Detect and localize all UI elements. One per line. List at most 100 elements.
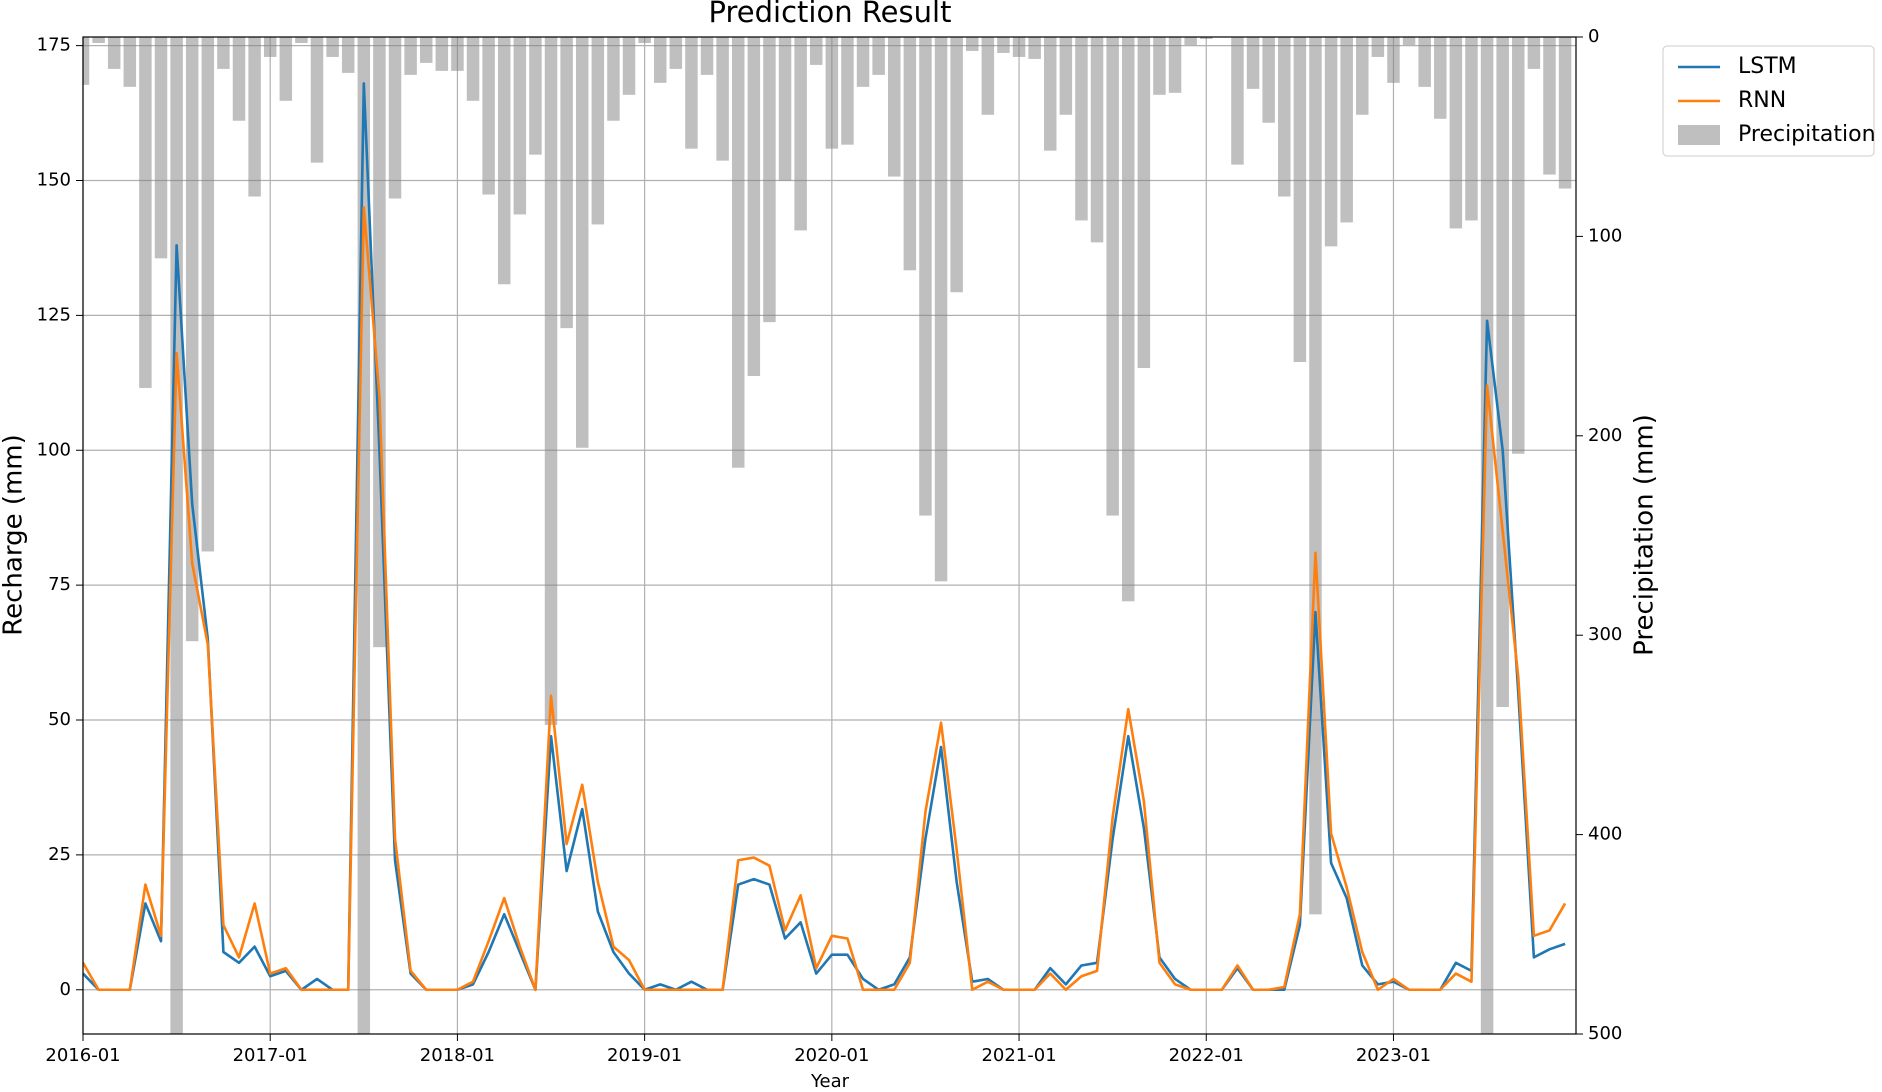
precipitation-bar — [482, 37, 495, 195]
precipitation-bar — [622, 37, 636, 95]
bars — [83, 37, 1572, 1034]
precipitation-bar — [669, 37, 683, 69]
precipitation-bar — [653, 37, 667, 83]
precipitation-bar — [513, 37, 527, 215]
y-tick-label: 25 — [48, 844, 71, 865]
precipitation-bar — [747, 37, 761, 376]
precipitation-bar — [326, 37, 339, 57]
precipitation-bar — [763, 37, 776, 323]
x-axis-label: Year — [810, 1071, 850, 1092]
precipitation-bar — [1044, 37, 1057, 151]
legend-label: LSTM — [1738, 54, 1797, 79]
precipitation-bar — [716, 37, 729, 161]
series-line — [83, 82, 1566, 992]
x-tick-label: 2020-01 — [794, 1045, 869, 1066]
precipitation-bar — [872, 37, 885, 75]
legend-swatch — [1678, 125, 1720, 145]
precipitation-bar — [295, 37, 308, 43]
precipitation-bar — [1512, 37, 1525, 454]
precipitation-bar — [154, 37, 168, 259]
precipitation-bar — [1293, 37, 1307, 363]
precipitation-bar — [217, 37, 230, 69]
precipitation-bar — [607, 37, 620, 121]
y2-tick-label: 100 — [1588, 225, 1622, 246]
legend-label: RNN — [1738, 88, 1786, 113]
precipitation-bar — [1324, 37, 1338, 247]
precipitation-bar — [310, 37, 324, 163]
y-tick-label: 100 — [37, 439, 71, 460]
axes: 2016-01 2017-01 2018-01 2019-01 2020-01 2021-… — [37, 26, 1623, 1066]
precipitation-bar — [1356, 37, 1369, 115]
precipitation-bar — [1184, 37, 1197, 45]
y-tick-label: 125 — [37, 304, 71, 325]
precipitation-bar — [419, 37, 433, 63]
precipitation-bar — [1527, 37, 1541, 69]
precipitation-bar — [638, 37, 651, 43]
precipitation-bar — [1012, 37, 1026, 57]
x-tick-label: 2019-01 — [607, 1045, 682, 1066]
precipitation-bar — [1418, 37, 1431, 87]
precipitation-bar — [825, 37, 839, 149]
x-tick-label: 2018-01 — [420, 1045, 495, 1066]
x-tick-label: 2017-01 — [233, 1045, 308, 1066]
precipitation-bar — [544, 37, 558, 725]
precipitation-bar — [1543, 37, 1556, 175]
precipitation-bar — [435, 37, 449, 71]
precipitation-bar — [1137, 37, 1151, 369]
precipitation-bar — [201, 37, 215, 552]
precipitation-bar — [1246, 37, 1260, 89]
precipitation-bar — [700, 37, 714, 75]
precipitation-bar — [1465, 37, 1478, 221]
precipitation-bar — [1402, 37, 1416, 45]
precipitation-bar — [919, 37, 932, 516]
precipitation-bar — [731, 37, 745, 468]
precipitation-bar — [1480, 37, 1494, 1034]
precipitation-bar — [1168, 37, 1182, 93]
precipitation-bar — [966, 37, 979, 51]
precipitation-bar — [1122, 37, 1135, 602]
precipitation-bar — [794, 37, 807, 231]
y2-tick-label: 300 — [1588, 624, 1622, 645]
precipitation-bar — [1496, 37, 1509, 707]
precipitation-bar — [341, 37, 355, 73]
precipitation-bar — [1106, 37, 1119, 516]
precipitation-bar — [1449, 37, 1463, 229]
precipitation-bar — [1028, 37, 1041, 59]
precipitation-bar — [451, 37, 464, 71]
precipitation-bar — [232, 37, 246, 121]
precipitation-bar — [903, 37, 917, 271]
precipitation-bar — [1558, 37, 1572, 189]
precipitation-bar — [1200, 37, 1213, 39]
precipitation-bar — [279, 37, 293, 101]
y-tick-label: 150 — [37, 170, 71, 191]
precipitation-bar — [591, 37, 605, 225]
precipitation-bar — [560, 37, 573, 329]
precipitation-bar — [685, 37, 698, 149]
y-tick-label: 0 — [60, 979, 71, 1000]
series-line — [83, 206, 1567, 992]
precipitation-bar — [841, 37, 854, 145]
precipitation-bar — [497, 37, 511, 285]
precipitation-bar — [981, 37, 995, 115]
precipitation-bar — [404, 37, 417, 75]
precipitation-bar — [1075, 37, 1088, 221]
precipitation-bar — [1371, 37, 1385, 57]
legend: LSTM RNN Precipitation — [1678, 54, 1876, 147]
precipitation-bar — [263, 37, 277, 57]
precipitation-bar — [1231, 37, 1244, 165]
y-tick-label: 50 — [48, 709, 71, 730]
precipitation-bar — [83, 37, 90, 85]
y-tick-label: 75 — [48, 574, 71, 595]
precipitation-bar — [388, 37, 402, 199]
precipitation-bar — [950, 37, 963, 293]
lines — [83, 82, 1567, 992]
precipitation-bar — [92, 37, 105, 43]
precipitation-bar — [1434, 37, 1447, 119]
y-axis-label: Recharge (mm) — [0, 434, 29, 636]
x-tick-label: 2016-01 — [45, 1045, 120, 1066]
grid — [82, 37, 1576, 1034]
legend-label: Precipitation — [1738, 122, 1876, 147]
precipitation-bar — [185, 37, 199, 642]
precipitation-bar — [139, 37, 152, 388]
